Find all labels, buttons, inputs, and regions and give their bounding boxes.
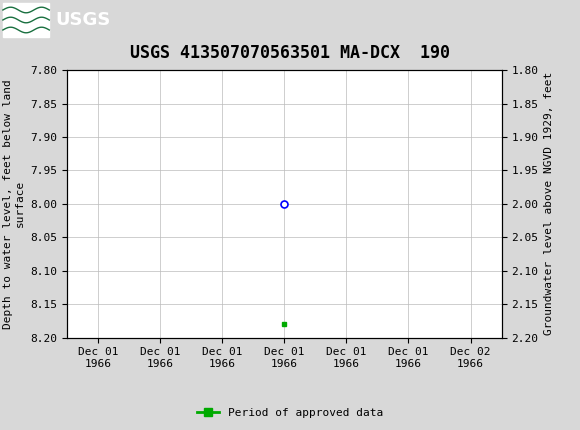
Bar [3, 3, 49, 37]
Text: USGS 413507070563501 MA-DCX  190: USGS 413507070563501 MA-DCX 190 [130, 44, 450, 62]
Text: USGS: USGS [55, 11, 110, 29]
Y-axis label: Groundwater level above NGVD 1929, feet: Groundwater level above NGVD 1929, feet [544, 72, 554, 335]
Y-axis label: Depth to water level, feet below land
surface: Depth to water level, feet below land su… [3, 79, 24, 329]
Legend: Period of approved data: Period of approved data [193, 403, 387, 422]
